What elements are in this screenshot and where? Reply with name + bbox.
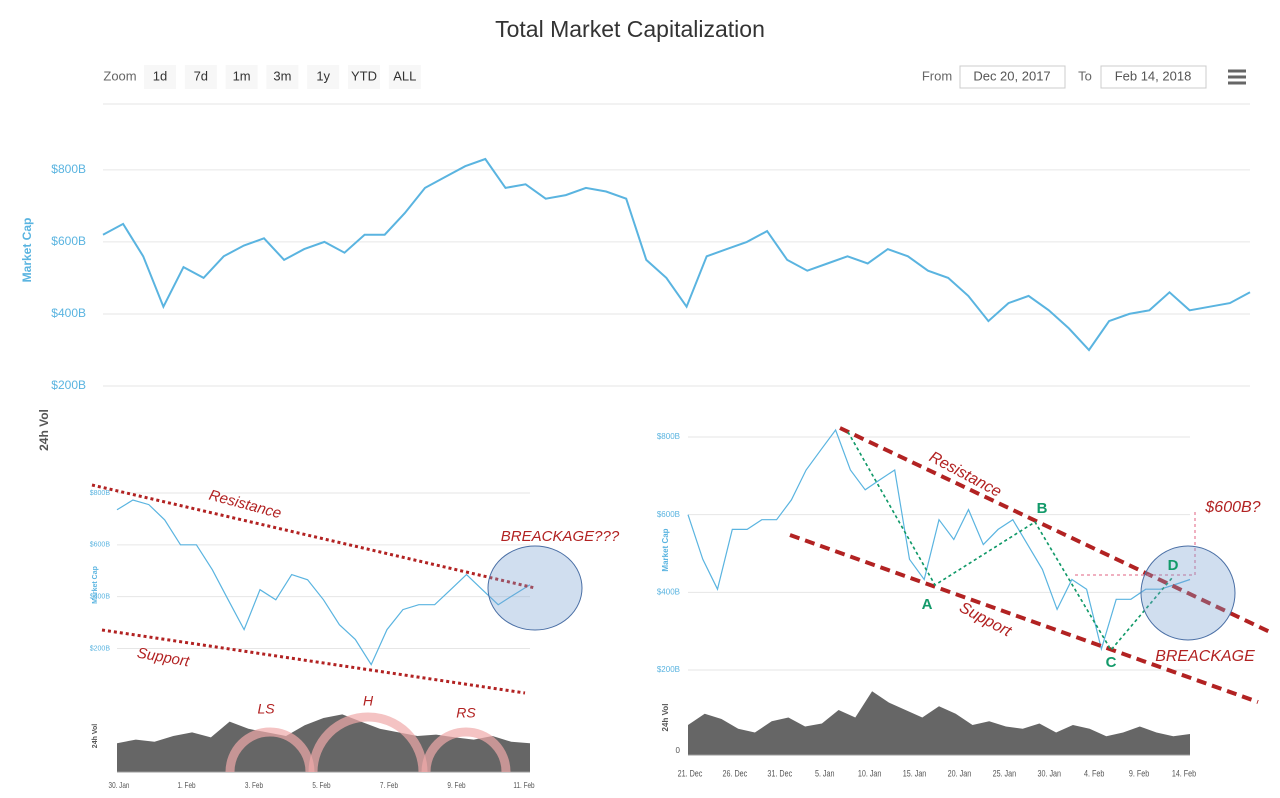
annotation: H bbox=[363, 693, 374, 709]
menu-icon[interactable] bbox=[1228, 75, 1246, 79]
annotation: BREACKAGE??? bbox=[501, 528, 620, 545]
x-tick-label: 9. Feb bbox=[1129, 769, 1150, 779]
annotation: BREACKAGE bbox=[1155, 648, 1255, 665]
x-tick-label: 30. Jan bbox=[109, 780, 130, 790]
support-line bbox=[789, 533, 1259, 704]
from-input[interactable] bbox=[959, 65, 1066, 89]
zoom-button[interactable] bbox=[307, 65, 340, 89]
y-axis-label: Market Cap bbox=[92, 566, 99, 604]
y-axis-label: Market Cap bbox=[20, 218, 34, 283]
x-tick-label: 26. Dec bbox=[723, 769, 748, 779]
zoom-button-label: 1y bbox=[316, 68, 330, 83]
x-tick-label: 31. Dec bbox=[767, 769, 792, 779]
resistance-line bbox=[91, 483, 536, 590]
y-axis-label: Market Cap bbox=[661, 528, 670, 571]
annotation: LS bbox=[257, 701, 275, 717]
y-tick-label: $400B bbox=[51, 306, 86, 320]
x-tick-label: 5. Jan bbox=[815, 769, 835, 779]
wave-line bbox=[847, 431, 1173, 652]
x-tick-label: 3. Feb bbox=[245, 780, 263, 790]
chart-title: Total Market Capitalization bbox=[495, 16, 765, 42]
y-tick-label: $200B bbox=[90, 645, 111, 652]
target-line bbox=[1075, 512, 1196, 576]
y-tick-label: $200B bbox=[657, 665, 680, 674]
y-tick-label: $800B bbox=[90, 490, 111, 497]
annotation: D bbox=[1168, 557, 1179, 574]
x-tick-label: 4. Feb bbox=[1084, 769, 1105, 779]
to-input[interactable] bbox=[1100, 65, 1207, 89]
volume-label: 24h Vol bbox=[37, 409, 51, 451]
zoom-label: Zoom bbox=[103, 68, 136, 83]
x-tick-label: 5. Feb bbox=[312, 780, 330, 790]
y-tick-label: $400B bbox=[657, 587, 680, 596]
zoom-button[interactable] bbox=[184, 65, 217, 89]
y-tick-label: $600B bbox=[90, 542, 111, 549]
annotation: B bbox=[1037, 500, 1048, 517]
from-label: From bbox=[922, 68, 952, 83]
zoom-button[interactable] bbox=[266, 65, 299, 89]
volume-tick-label: 0 bbox=[676, 746, 681, 755]
x-tick-label: 10. Jan bbox=[858, 769, 882, 779]
x-tick-label: 14. Feb bbox=[1172, 769, 1197, 779]
annotation: A bbox=[922, 596, 933, 613]
x-tick-label: 1. Feb bbox=[177, 780, 195, 790]
x-tick-label: 15. Jan bbox=[903, 769, 927, 779]
y-tick-label: $600B bbox=[657, 510, 680, 519]
x-tick-label: 20. Jan bbox=[948, 769, 972, 779]
zoom-button[interactable] bbox=[348, 65, 380, 89]
from-value: Dec 20, 2017 bbox=[973, 68, 1050, 83]
menu-icon[interactable] bbox=[1228, 69, 1246, 73]
y-tick-label: $400B bbox=[90, 594, 111, 601]
x-tick-label: 11. Feb bbox=[513, 780, 534, 790]
annotation: C bbox=[1106, 654, 1117, 671]
support-line bbox=[101, 628, 526, 695]
annotation: RS bbox=[456, 705, 476, 721]
y-tick-label: $200B bbox=[51, 378, 86, 392]
zoom-button-label: 1m bbox=[233, 68, 251, 83]
line-series bbox=[102, 157, 1251, 352]
pattern-arc bbox=[421, 727, 511, 773]
y-tick-label: $800B bbox=[657, 432, 680, 441]
x-tick-label: 30. Jan bbox=[1037, 769, 1061, 779]
y-tick-label: $800B bbox=[51, 162, 86, 176]
volume-area bbox=[688, 691, 1190, 755]
y-tick-label: $600B bbox=[51, 234, 86, 248]
zoom-button-label: 7d bbox=[194, 68, 208, 83]
line-series bbox=[687, 428, 1191, 652]
breakout-circle bbox=[487, 545, 583, 631]
line-series bbox=[116, 499, 531, 666]
x-tick-label: 7. Feb bbox=[380, 780, 398, 790]
menu-icon[interactable] bbox=[1228, 81, 1246, 85]
annotation: $600B? bbox=[1204, 499, 1260, 516]
x-tick-label: 21. Dec bbox=[678, 769, 703, 779]
zoom-button[interactable] bbox=[225, 65, 258, 89]
zoom-button-label: 3m bbox=[273, 68, 291, 83]
x-tick-label: 9. Feb bbox=[447, 780, 465, 790]
pattern-arc bbox=[225, 727, 315, 773]
zoom-button-label: YTD bbox=[351, 68, 377, 83]
zoom-button-label: 1d bbox=[153, 68, 167, 83]
to-value: Feb 14, 2018 bbox=[1115, 68, 1192, 83]
zoom-button-label: ALL bbox=[393, 68, 416, 83]
volume-label: 24h Vol bbox=[661, 704, 670, 732]
pattern-arc bbox=[308, 712, 428, 773]
zoom-button[interactable] bbox=[144, 65, 176, 89]
volume-label: 24h Vol bbox=[92, 724, 99, 748]
x-tick-label: 25. Jan bbox=[993, 769, 1017, 779]
breakout-circle bbox=[1140, 545, 1236, 641]
to-label: To bbox=[1078, 68, 1092, 83]
zoom-button[interactable] bbox=[388, 65, 421, 89]
